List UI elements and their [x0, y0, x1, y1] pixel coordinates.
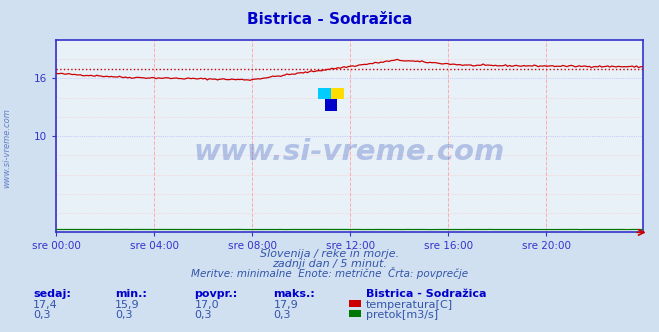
Text: Slovenija / reke in morje.: Slovenija / reke in morje.	[260, 249, 399, 259]
Text: povpr.:: povpr.:	[194, 289, 238, 299]
Text: 0,3: 0,3	[194, 310, 212, 320]
Text: zadnji dan / 5 minut.: zadnji dan / 5 minut.	[272, 259, 387, 269]
Text: 15,9: 15,9	[115, 300, 140, 310]
Text: Bistrica - Sodražica: Bistrica - Sodražica	[366, 289, 486, 299]
Text: min.:: min.:	[115, 289, 147, 299]
Bar	[318, 88, 331, 100]
Text: 17,4: 17,4	[33, 300, 58, 310]
Bar	[331, 88, 343, 100]
Text: maks.:: maks.:	[273, 289, 315, 299]
Text: 0,3: 0,3	[33, 310, 51, 320]
Bar	[325, 100, 337, 111]
Text: 17,9: 17,9	[273, 300, 299, 310]
Text: Bistrica - Sodražica: Bistrica - Sodražica	[247, 12, 412, 27]
Text: 17,0: 17,0	[194, 300, 219, 310]
Text: pretok[m3/s]: pretok[m3/s]	[366, 310, 438, 320]
Text: 0,3: 0,3	[273, 310, 291, 320]
Text: sedaj:: sedaj:	[33, 289, 71, 299]
Text: www.si-vreme.com: www.si-vreme.com	[194, 137, 505, 166]
Text: 0,3: 0,3	[115, 310, 133, 320]
Text: temperatura[C]: temperatura[C]	[366, 300, 453, 310]
Text: Meritve: minimalne  Enote: metrične  Črta: povprečje: Meritve: minimalne Enote: metrične Črta:…	[191, 267, 468, 279]
Text: www.si-vreme.com: www.si-vreme.com	[2, 108, 11, 188]
